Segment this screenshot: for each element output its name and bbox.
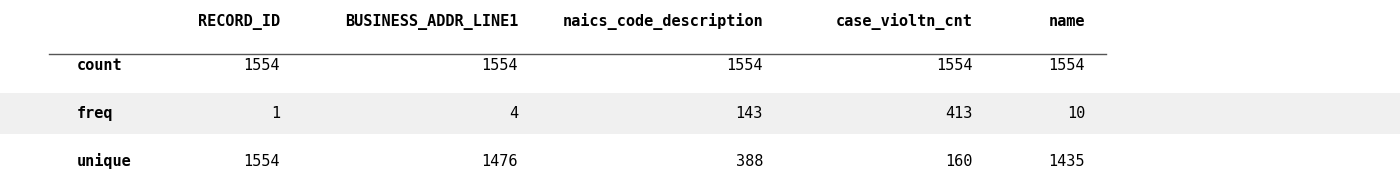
Text: 10: 10 [1067,106,1085,121]
Text: naics_code_description: naics_code_description [563,13,763,30]
Text: 413: 413 [945,106,973,121]
Text: count: count [77,58,123,73]
Text: 1554: 1554 [937,58,973,73]
Text: 1435: 1435 [1049,154,1085,169]
Text: RECORD_ID: RECORD_ID [197,14,280,30]
Text: unique: unique [77,153,132,169]
Text: case_violtn_cnt: case_violtn_cnt [836,13,973,30]
Text: 143: 143 [735,106,763,121]
Text: 4: 4 [508,106,518,121]
Text: 1554: 1554 [482,58,518,73]
FancyBboxPatch shape [0,93,1400,134]
Text: BUSINESS_ADDR_LINE1: BUSINESS_ADDR_LINE1 [344,14,518,30]
Text: 1554: 1554 [727,58,763,73]
Text: 1: 1 [270,106,280,121]
Text: freq: freq [77,106,113,121]
Text: 1554: 1554 [244,58,280,73]
Text: 1554: 1554 [1049,58,1085,73]
Text: name: name [1049,14,1085,29]
Text: 388: 388 [735,154,763,169]
Text: 1554: 1554 [244,154,280,169]
Text: 1476: 1476 [482,154,518,169]
Text: 160: 160 [945,154,973,169]
